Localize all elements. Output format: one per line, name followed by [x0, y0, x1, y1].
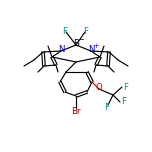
Text: O: O	[96, 83, 102, 92]
Text: −: −	[78, 37, 84, 43]
Text: N: N	[88, 45, 94, 54]
Text: Br: Br	[71, 107, 81, 116]
Text: N: N	[58, 45, 64, 54]
Text: F: F	[123, 83, 128, 92]
Text: F: F	[105, 104, 109, 112]
Text: F: F	[83, 26, 88, 36]
Text: F: F	[62, 26, 67, 36]
Text: +: +	[93, 43, 99, 49]
Text: F: F	[121, 97, 126, 107]
Text: B: B	[73, 40, 79, 48]
